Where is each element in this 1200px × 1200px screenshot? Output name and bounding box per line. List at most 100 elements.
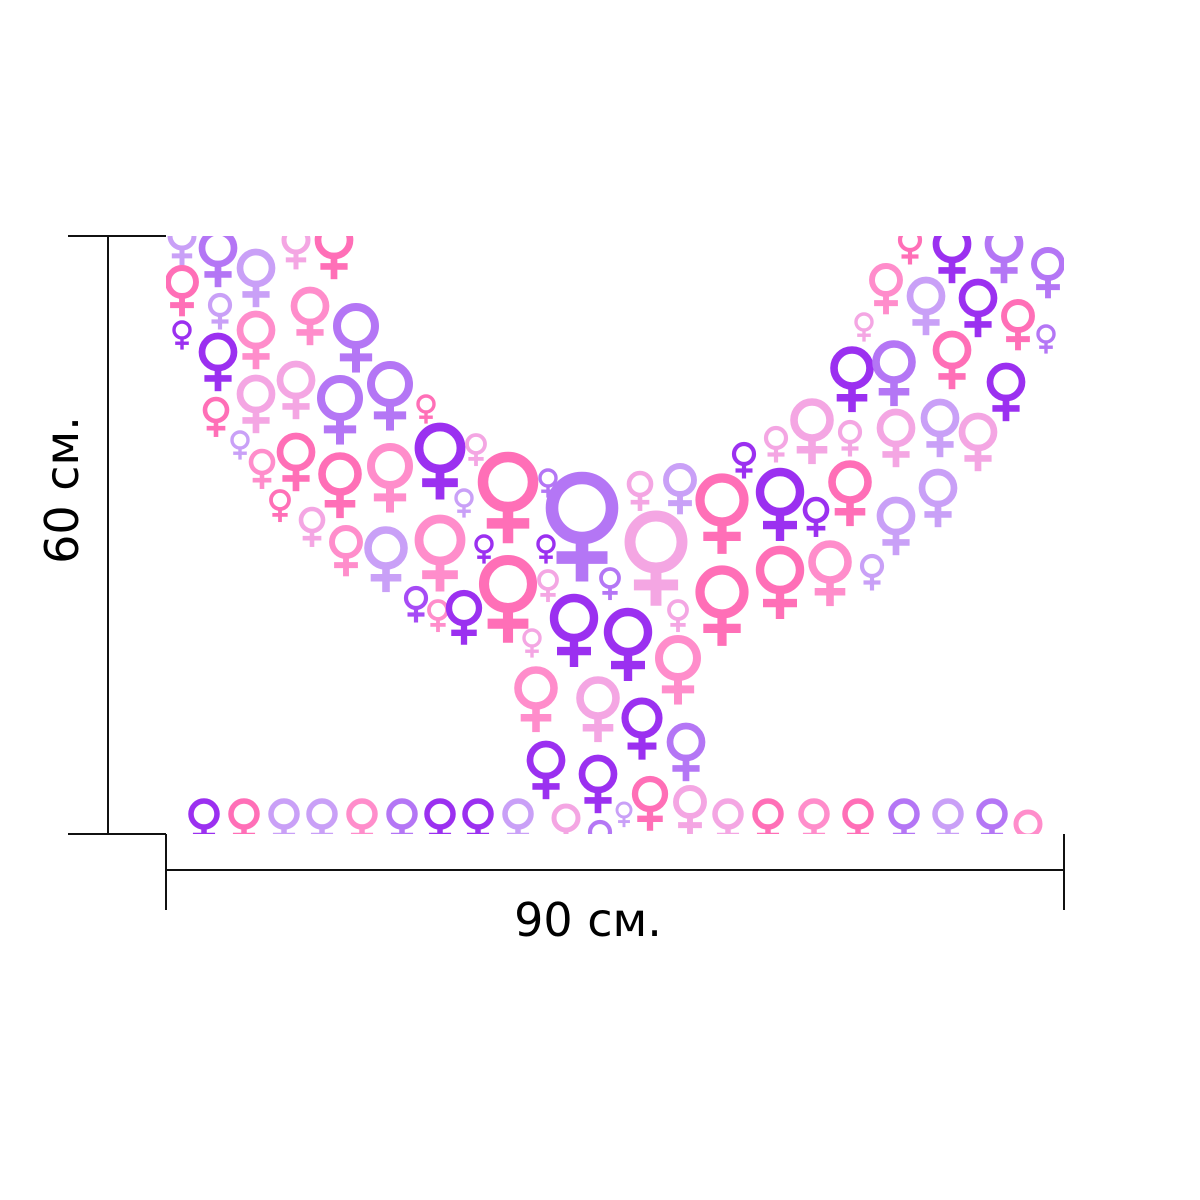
female-symbol-icon <box>314 236 354 280</box>
female-symbol-icon <box>755 467 805 541</box>
female-symbol-icon <box>536 534 556 564</box>
female-symbol-icon <box>663 463 697 515</box>
female-symbol-icon <box>587 819 613 834</box>
width-dimension: 90 см. <box>165 834 1065 947</box>
female-symbol-icon <box>731 441 757 479</box>
female-symbol-pattern <box>166 236 1064 834</box>
female-symbol-icon <box>1013 809 1043 834</box>
female-symbol-icon <box>763 425 789 463</box>
female-symbol-icon <box>798 798 830 834</box>
height-dimension: 60 см. <box>35 235 166 835</box>
female-symbol-icon <box>172 320 192 350</box>
female-symbol-icon <box>631 775 669 831</box>
female-symbol-icon <box>888 798 920 834</box>
female-symbol-icon <box>655 635 701 705</box>
female-symbol-icon <box>424 798 456 834</box>
female-symbol-icon <box>667 599 689 633</box>
female-symbol-icon <box>695 565 749 646</box>
female-symbol-icon <box>276 432 316 492</box>
female-symbol-icon <box>695 473 749 554</box>
female-symbol-icon <box>474 534 494 564</box>
female-symbol-icon <box>414 514 466 592</box>
female-symbol-icon <box>712 798 744 834</box>
female-symbol-icon <box>276 360 316 420</box>
female-symbol-icon <box>416 394 436 424</box>
female-symbol-icon <box>462 798 494 834</box>
female-symbol-icon <box>236 374 276 434</box>
female-symbol-icon <box>1036 324 1056 354</box>
female-symbol-icon <box>236 310 276 370</box>
female-symbol-icon <box>830 346 874 413</box>
female-symbol-icon <box>752 798 784 834</box>
female-symbol-icon <box>859 553 885 591</box>
female-symbol-icon <box>790 398 834 465</box>
female-symbol-icon <box>427 599 449 633</box>
female-symbol-icon <box>549 593 599 667</box>
female-symbol-icon <box>228 798 260 834</box>
female-symbol-icon <box>599 567 621 601</box>
female-symbol-icon <box>576 676 620 743</box>
female-symbol-icon <box>603 607 653 681</box>
female-symbol-icon <box>346 798 378 834</box>
female-symbol-icon <box>918 468 958 528</box>
female-symbol-icon <box>1001 299 1035 351</box>
female-symbol-icon <box>842 798 874 834</box>
female-symbol-icon <box>578 754 618 814</box>
female-symbol-icon <box>932 330 972 390</box>
female-symbol-icon <box>386 798 418 834</box>
female-symbol-icon <box>198 236 238 288</box>
female-symbol-icon <box>465 433 487 467</box>
female-symbol-icon <box>333 303 379 373</box>
female-symbol-icon <box>626 470 654 511</box>
female-symbol-icon <box>802 496 830 537</box>
female-symbol-icon <box>236 248 276 308</box>
female-symbol-icon <box>755 545 805 619</box>
female-symbol-icon <box>230 430 250 460</box>
female-symbol-icon <box>537 569 559 603</box>
female-symbol-icon <box>166 265 199 317</box>
female-symbol-icon <box>477 451 539 544</box>
female-symbol-icon <box>526 740 566 800</box>
female-symbol-icon <box>403 585 429 623</box>
female-symbol-icon <box>290 286 330 346</box>
female-symbol-icon <box>906 276 946 336</box>
female-symbol-icon <box>317 375 363 445</box>
female-symbol-icon <box>522 628 542 658</box>
female-symbol-icon <box>367 361 413 431</box>
female-symbol-icon <box>932 236 972 284</box>
female-symbol-icon <box>920 398 960 458</box>
female-symbol-icon <box>621 697 663 760</box>
female-symbol-icon <box>854 312 874 342</box>
female-symbol-icon <box>615 801 633 828</box>
female-symbol-icon <box>1031 247 1064 299</box>
female-symbol-icon <box>986 362 1026 422</box>
width-label: 90 см. <box>514 893 662 947</box>
female-symbol-icon <box>281 236 311 270</box>
female-symbol-icon <box>188 798 220 834</box>
female-symbol-icon <box>207 292 233 330</box>
female-symbol-icon <box>306 798 338 834</box>
female-symbol-icon <box>876 408 916 468</box>
female-symbol-icon <box>984 236 1024 284</box>
female-symbol-icon <box>958 278 998 338</box>
female-symbol-icon <box>872 340 916 407</box>
female-symbol-icon <box>876 496 916 556</box>
female-symbol-icon <box>364 526 408 593</box>
female-symbol-icon <box>269 489 291 523</box>
female-symbol-icon <box>545 471 619 582</box>
female-symbol-icon <box>958 412 998 472</box>
female-symbol-icon <box>932 798 964 834</box>
female-symbol-icon <box>514 666 558 733</box>
female-symbol-icon <box>976 798 1008 834</box>
female-symbol-icon <box>808 540 852 607</box>
female-symbol-icon <box>673 785 707 834</box>
female-symbol-icon <box>198 332 238 392</box>
female-symbol-icon <box>248 448 276 489</box>
female-symbol-icon <box>551 803 581 834</box>
female-symbol-icon <box>454 488 474 518</box>
female-symbol-icon <box>202 396 230 437</box>
female-symbol-icon <box>367 443 413 513</box>
female-symbol-icon <box>167 236 197 266</box>
female-symbol-icon <box>869 263 903 315</box>
female-symbol-icon <box>837 419 863 457</box>
